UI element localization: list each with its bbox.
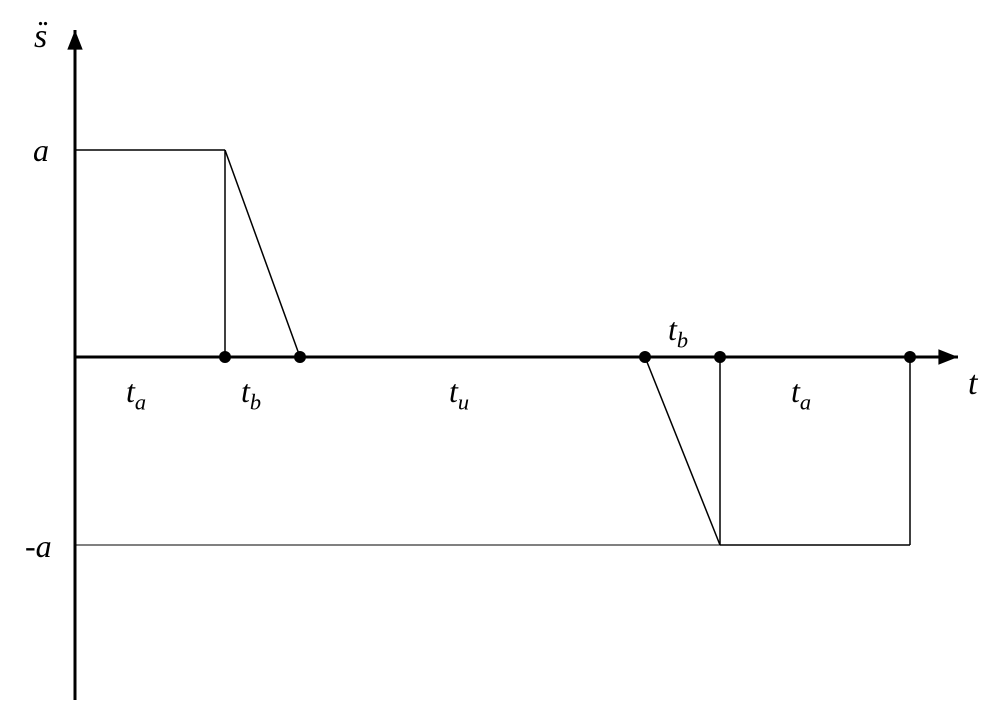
interval-label-main: t [241, 373, 250, 409]
y-axis-label: .. s [34, 18, 47, 56]
ddot-marks: .. [37, 1, 47, 33]
x-axis-label-text: t [968, 365, 977, 402]
interval-label-3: tb [668, 311, 688, 353]
acceleration-profile-diagram: .. s t a -a tatbtutbta [0, 0, 1000, 714]
y-tick-positive-a: a [33, 132, 49, 169]
interval-label-sub: u [458, 389, 469, 414]
interval-label-sub: a [135, 389, 146, 414]
x-axis-label: t [968, 365, 977, 403]
interval-label-sub: b [677, 327, 688, 352]
interval-label-main: t [791, 373, 800, 409]
interval-label-2: tu [449, 373, 469, 415]
interval-label-sub: b [250, 389, 261, 414]
interval-label-1: tb [241, 373, 261, 415]
interval-label-main: t [126, 373, 135, 409]
interval-label-main: t [668, 311, 677, 347]
interval-label-4: ta [791, 373, 811, 415]
y-tick-negative-a: -a [25, 528, 52, 565]
y-tick-neg-a-text: -a [25, 528, 52, 564]
interval-label-0: ta [126, 373, 146, 415]
interval-label-main: t [449, 373, 458, 409]
interval-label-sub: a [800, 389, 811, 414]
y-tick-a-text: a [33, 132, 49, 168]
diagram-svg [0, 0, 1000, 714]
